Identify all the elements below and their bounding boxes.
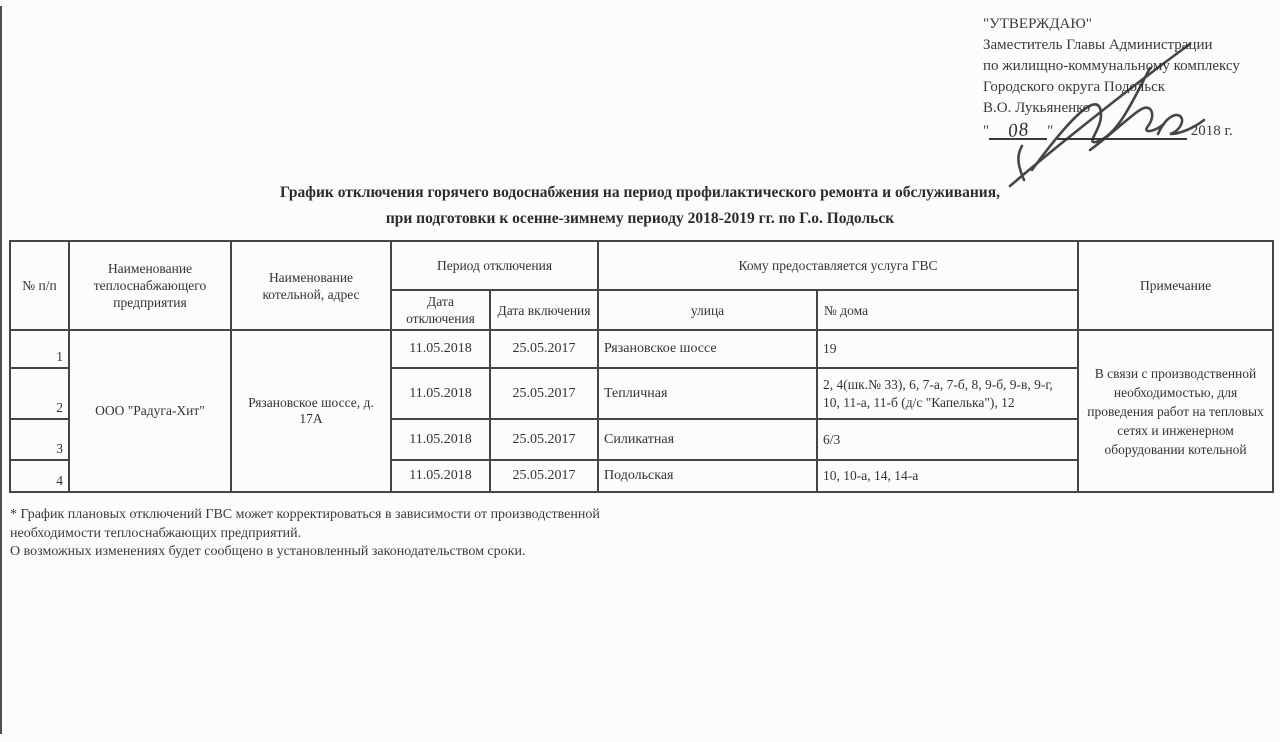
boiler-address-cell: Рязановское шоссе, д. 17А	[230, 329, 392, 493]
table-row: 2 11.05.2018 25.05.2017 Тепличная 2, 4(ш…	[9, 367, 1273, 420]
houses-cell: 6/3	[816, 418, 1080, 461]
date-off-cell: 11.05.2018	[390, 367, 491, 420]
date-on-cell: 25.05.2017	[488, 459, 600, 493]
header-street: улица	[597, 289, 819, 331]
header-note: Примечание	[1077, 240, 1275, 331]
street-cell: Силикатная	[597, 418, 819, 461]
shutdown-schedule-table: № п/п Наименование теплоснабжающего пред…	[9, 240, 1275, 493]
approval-line-approve: "УТВЕРЖДАЮ"	[983, 16, 1092, 32]
street-cell: Тепличная	[597, 367, 819, 420]
approval-line-department: по жилищно-коммунальному комплексу	[983, 58, 1240, 74]
footnotes: * График плановых отключений ГВС может к…	[10, 506, 710, 562]
header-service: Кому предоставляется услуга ГВС	[597, 240, 1080, 291]
approval-date-line: " 08 " 2018 г.	[983, 118, 1233, 143]
signature-underline	[1057, 118, 1187, 140]
street-cell: Подольская	[597, 459, 819, 493]
date-on-cell: 25.05.2017	[488, 418, 600, 461]
row-number: 4	[9, 459, 70, 493]
date-on-cell: 25.05.2017	[488, 329, 600, 369]
date-on-cell: 25.05.2017	[488, 367, 600, 420]
company-cell: ООО "Радуга-Хит"	[68, 329, 232, 493]
handwritten-day-underline: 08	[989, 118, 1048, 143]
note-cell: В связи с производственной необходимость…	[1077, 329, 1275, 493]
footnote-line-2: необходимости теплоснабжающих предприяти…	[10, 525, 302, 541]
header-house: № дома	[816, 289, 1080, 331]
approval-line-city: Городского округа Подольск	[983, 79, 1166, 95]
date-off-cell: 11.05.2018	[390, 418, 491, 461]
houses-cell: 2, 4(шк.№ 33), 6, 7-а, 7-б, 8, 9-б, 9-в,…	[816, 367, 1080, 420]
header-period: Период отключения	[389, 240, 600, 291]
header-boiler: Наименование котельной, адрес	[230, 240, 392, 331]
header-num: № п/п	[9, 240, 70, 331]
row-number: 3	[9, 418, 70, 461]
footnote-line-1: * График плановых отключений ГВС может к…	[10, 507, 600, 522]
handwritten-day: 08	[1006, 118, 1030, 143]
footnote-line-3: О возможных изменениях будет сообщено в …	[10, 544, 526, 559]
houses-cell: 19	[816, 329, 1080, 369]
date-off-cell: 11.05.2018	[390, 329, 491, 369]
header-date-off: Дата отключения	[390, 289, 491, 331]
title-line-2: при подготовки к осенне-зимнему периоду …	[385, 210, 895, 227]
close-quote: "	[1047, 123, 1054, 139]
approval-year: 2018 г.	[1190, 123, 1233, 139]
row-number: 2	[9, 367, 70, 420]
document-title: График отключения горячего водоснабжения…	[0, 180, 1280, 232]
scan-edge-artifact	[0, 6, 2, 734]
approval-line-name: В.О. Лукьяненко	[983, 100, 1091, 116]
date-off-cell: 11.05.2018	[390, 459, 491, 493]
table-row: 3 11.05.2018 25.05.2017 Силикатная 6/3	[9, 418, 1273, 461]
approval-block: "УТВЕРЖДАЮ" Заместитель Главы Администра…	[983, 14, 1273, 119]
table-row: 4 11.05.2018 25.05.2017 Подольская 10, 1…	[9, 459, 1273, 493]
open-quote: "	[983, 123, 990, 139]
houses-cell: 10, 10-а, 14, 14-а	[816, 459, 1080, 493]
table-row: 1 ООО "Радуга-Хит" Рязановское шоссе, д.…	[9, 329, 1275, 493]
approval-line-position: Заместитель Главы Администрации	[983, 37, 1213, 53]
title-line-1: График отключения горячего водоснабжения…	[280, 184, 1000, 201]
street-cell: Рязановское шоссе	[597, 329, 819, 369]
header-company: Наименование теплоснабжающего предприяти…	[68, 240, 232, 331]
row-number: 1	[9, 329, 70, 369]
header-date-on: Дата включения	[488, 289, 600, 331]
